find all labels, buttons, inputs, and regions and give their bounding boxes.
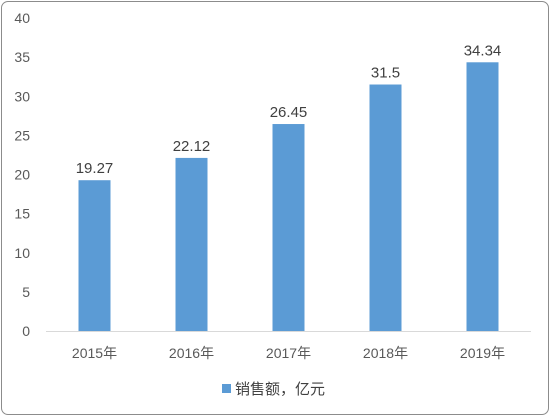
data-label: 34.34 — [464, 42, 502, 59]
bar — [466, 62, 499, 332]
x-axis: 2015年 2016年 2017年 2018年 2019年 — [72, 345, 505, 361]
data-label: 19.27 — [76, 160, 114, 177]
bar — [272, 124, 305, 331]
legend-label: 销售额，亿元 — [235, 381, 325, 398]
x-tick-label: 2016年 — [169, 345, 214, 361]
bars — [78, 62, 499, 332]
bar — [369, 84, 402, 331]
bar — [78, 180, 111, 331]
x-tick-label: 2017年 — [266, 345, 311, 361]
legend: 销售额，亿元 — [222, 381, 325, 398]
y-tick-label: 25 — [14, 127, 30, 143]
x-tick-label: 2018年 — [363, 345, 408, 361]
y-tick-label: 35 — [14, 49, 30, 65]
data-label: 26.45 — [270, 104, 308, 121]
legend-swatch — [222, 384, 231, 393]
y-tick-label: 20 — [14, 167, 30, 183]
y-tick-label: 0 — [22, 323, 30, 339]
bar — [175, 157, 208, 331]
data-labels: 19.27 22.12 26.45 31.5 34.34 — [76, 42, 502, 177]
data-label: 22.12 — [173, 138, 211, 155]
data-label: 31.5 — [371, 65, 400, 82]
y-tick-label: 5 — [22, 284, 30, 300]
x-tick-label: 2015年 — [72, 345, 117, 361]
y-tick-label: 10 — [14, 245, 30, 261]
y-tick-label: 40 — [14, 10, 30, 26]
x-tick-label: 2019年 — [460, 345, 505, 361]
y-tick-label: 15 — [14, 206, 30, 222]
y-tick-label: 30 — [14, 88, 30, 104]
y-axis: 0 5 10 15 20 25 30 35 40 — [14, 10, 30, 339]
